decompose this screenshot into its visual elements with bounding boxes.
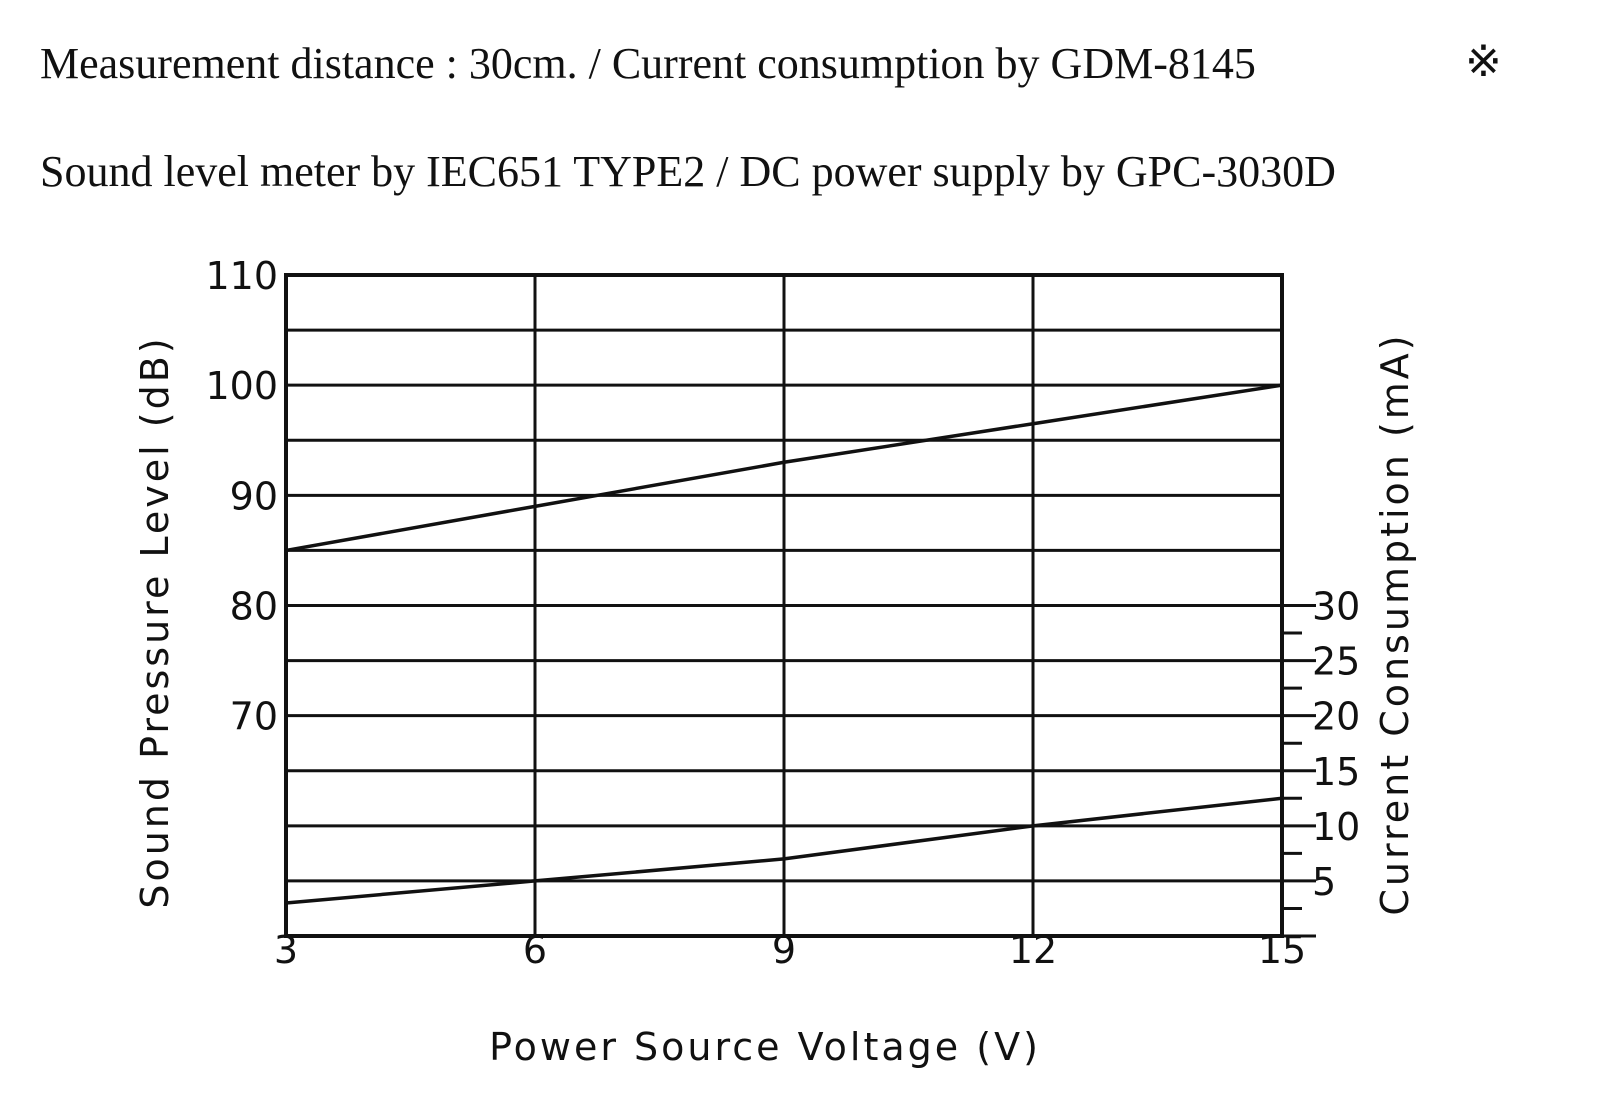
y2-axis-label: Current Consumption (mA) [1373, 332, 1417, 915]
y2-tick-label-10: 10 [1312, 805, 1360, 849]
y2-tick-label-30: 30 [1312, 585, 1360, 629]
series-lines [285, 383, 1283, 905]
x-tick-label-9: 9 [772, 928, 796, 972]
reference-mark-icon: ※ [1465, 36, 1502, 87]
x-axis-label: Power Source Voltage (V) [489, 1025, 1041, 1069]
y-tick-label-100: 100 [205, 364, 278, 408]
y-tick-label-80: 80 [230, 585, 278, 629]
y-tick-label-90: 90 [230, 474, 278, 518]
y-axis-label: Sound Pressure Level (dB) [133, 335, 177, 908]
y2-tick-label-25: 25 [1312, 640, 1360, 684]
header-line-1: Measurement distance : 30cm. / Current c… [40, 39, 1256, 88]
y2-tick-label-20: 20 [1312, 695, 1360, 739]
y2-tick-label-5: 5 [1312, 860, 1336, 904]
y2-tick-label-15: 15 [1312, 750, 1360, 794]
x-tick-label-3: 3 [274, 928, 298, 972]
tick-labels: 3 6 9 12 15 110 100 90 80 70 30 25 20 15 10 5 [205, 254, 1360, 972]
header-line-2: Sound level meter by IEC651 TYPE2 / DC p… [40, 147, 1336, 196]
x-tick-label-6: 6 [523, 928, 547, 972]
x-tick-label-15: 15 [1258, 928, 1306, 972]
plot-frame [284, 273, 1316, 938]
grid [284, 273, 1284, 938]
y-tick-label-110: 110 [205, 254, 278, 298]
x-tick-label-12: 12 [1009, 928, 1057, 972]
y-tick-label-70: 70 [230, 695, 278, 739]
